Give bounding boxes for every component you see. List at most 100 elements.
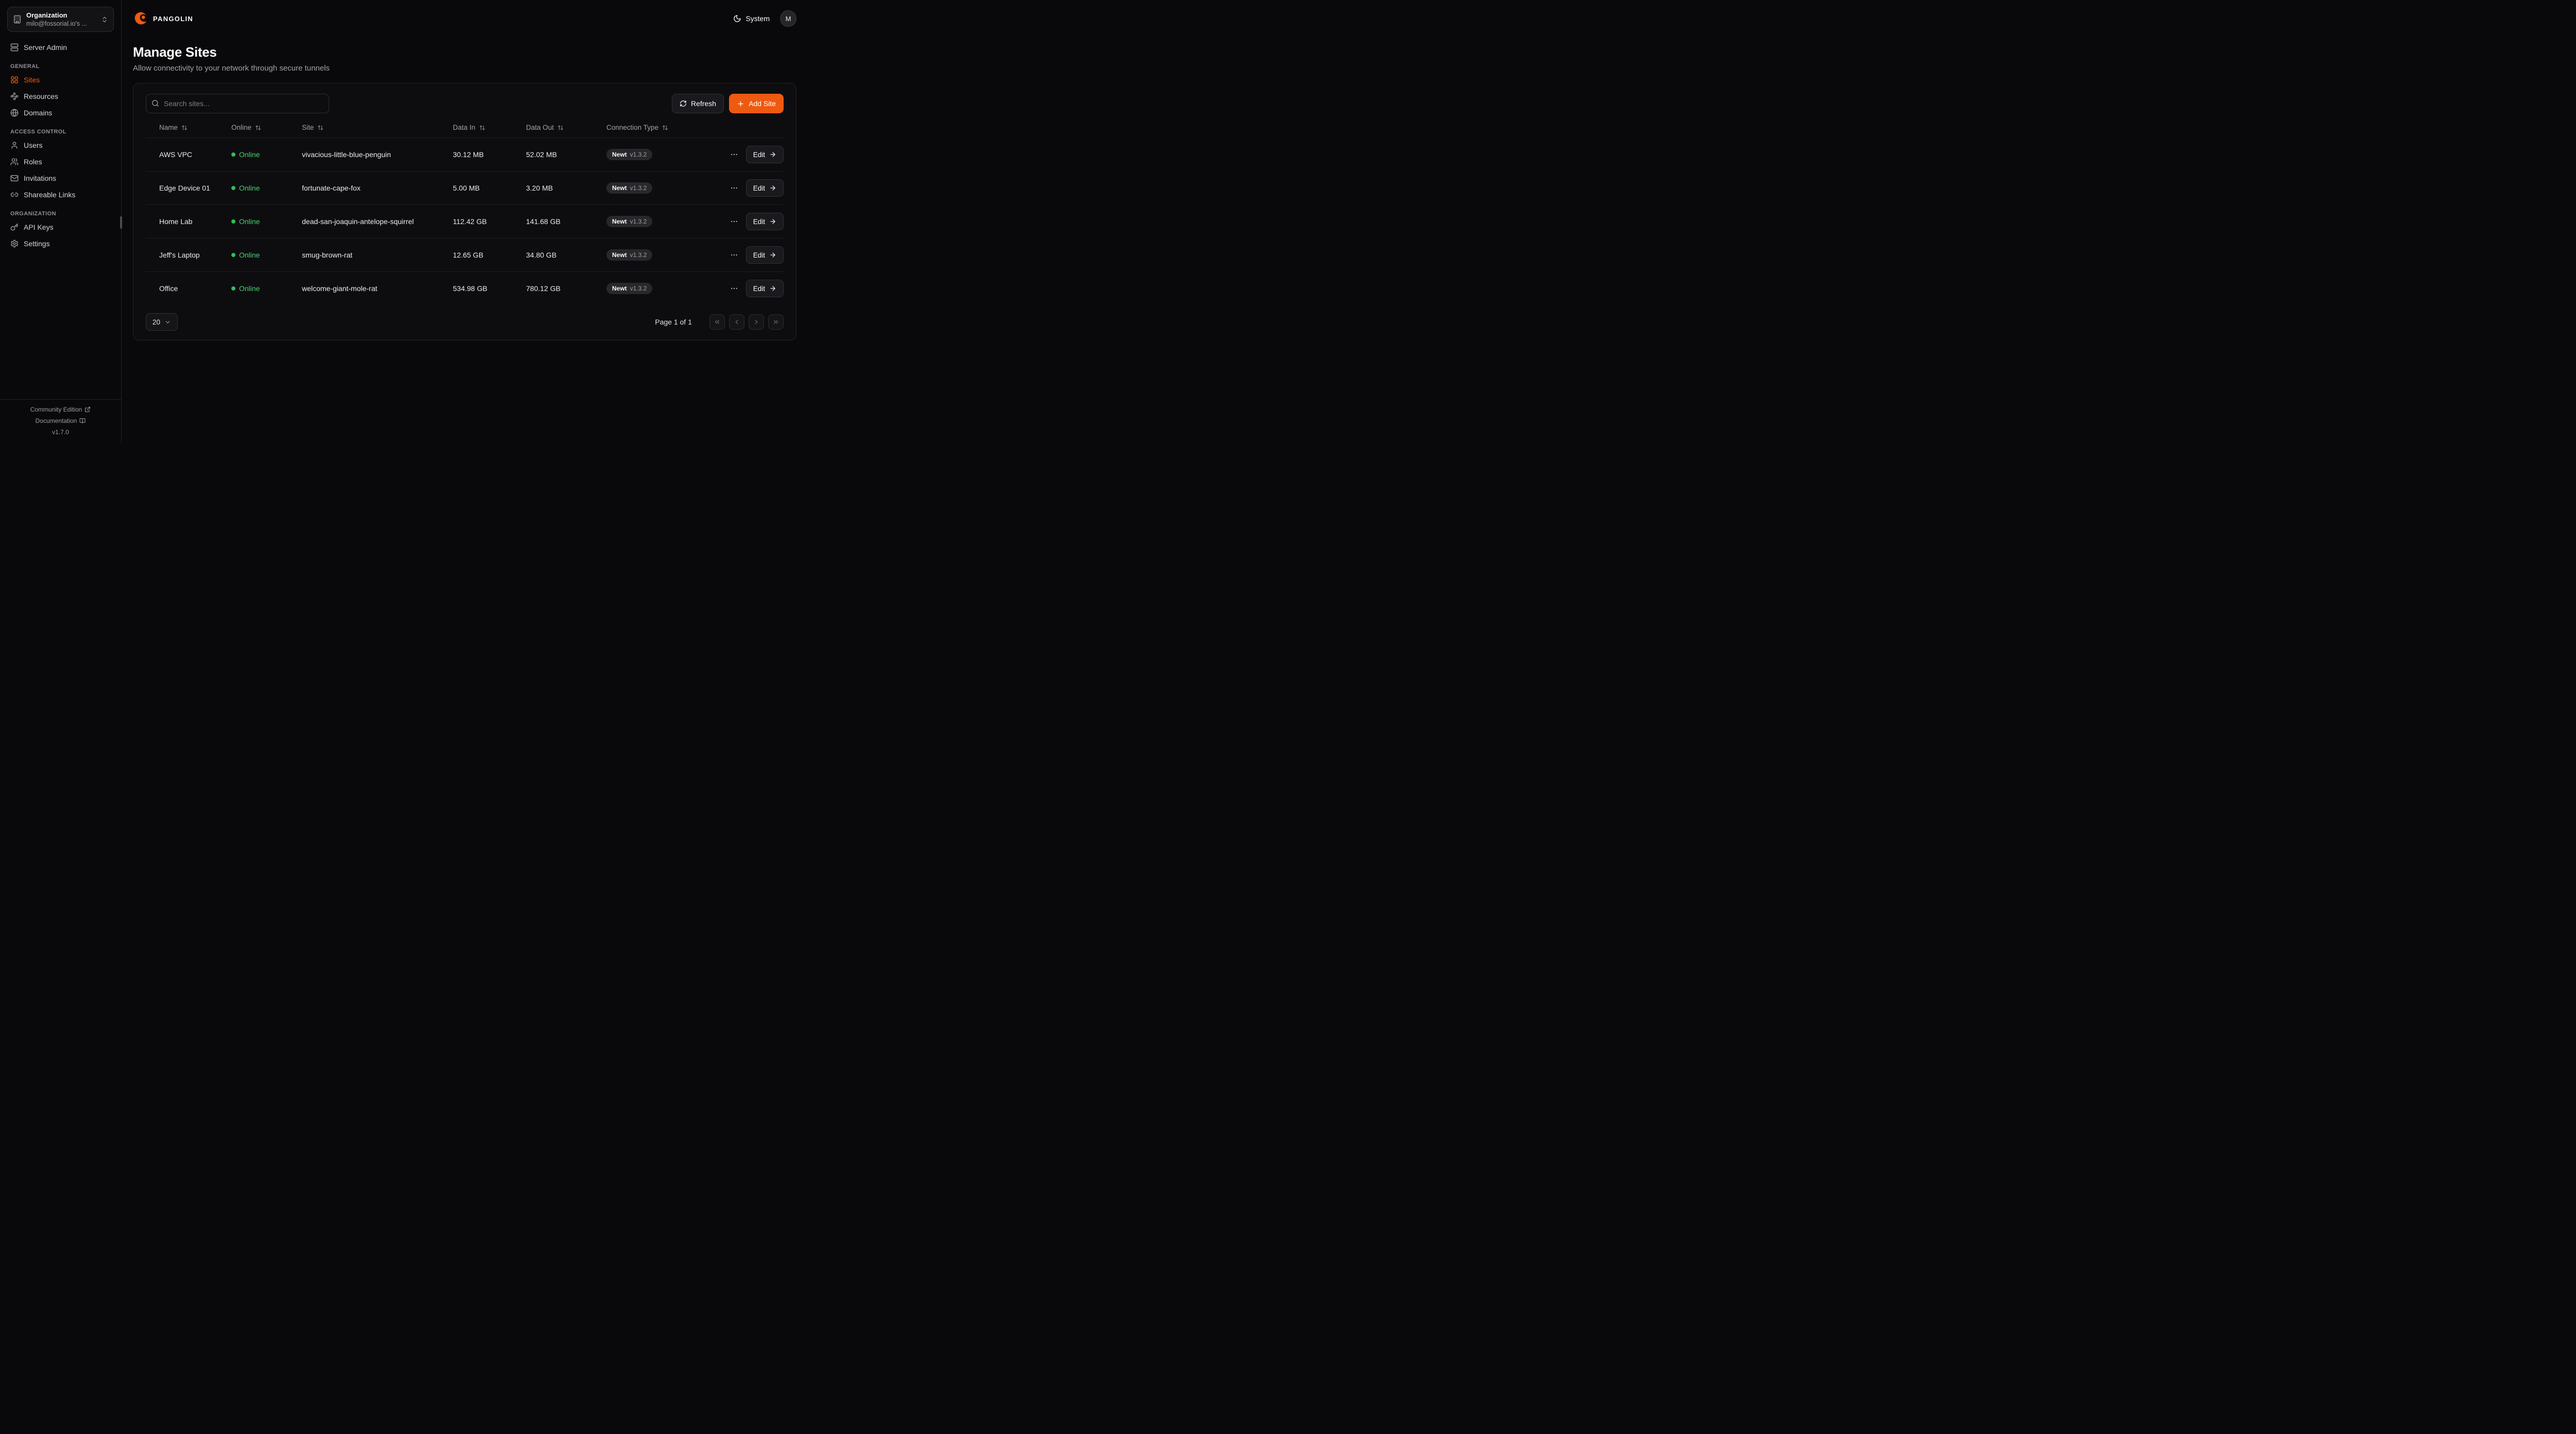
- arrow-right-icon: [769, 285, 776, 292]
- community-edition-link[interactable]: Community Edition: [30, 406, 91, 413]
- edit-label: Edit: [753, 284, 765, 293]
- plus-icon: [737, 100, 744, 108]
- connection-name: Newt: [612, 285, 627, 292]
- sites-card: Refresh Add Site Name Onl: [133, 83, 796, 340]
- sidebar-item-invitations[interactable]: Invitations: [7, 170, 114, 186]
- column-header-name[interactable]: Name: [159, 124, 231, 131]
- data-in-value: 30.12 MB: [453, 150, 484, 159]
- ellipsis-icon: [731, 254, 737, 256]
- column-header-data-in[interactable]: Data In: [453, 124, 526, 131]
- globe-icon: [10, 109, 19, 117]
- arrow-right-icon: [769, 151, 776, 158]
- user-avatar[interactable]: M: [780, 10, 796, 27]
- site-status: Online: [231, 284, 302, 293]
- sidebar-item-sites[interactable]: Sites: [7, 72, 114, 88]
- chevron-right-icon: [755, 319, 758, 325]
- theme-label: System: [745, 14, 770, 23]
- site-name: AWS VPC: [159, 150, 193, 159]
- row-menu-button[interactable]: [728, 182, 740, 194]
- sidebar-item-shareable-links[interactable]: Shareable Links: [7, 186, 114, 203]
- building-icon: [13, 15, 22, 24]
- org-switcher[interactable]: Organization milo@fossorial.io's ...: [7, 7, 114, 32]
- section-label-general: GENERAL: [10, 63, 40, 70]
- refresh-icon: [680, 100, 687, 107]
- edit-button[interactable]: Edit: [745, 179, 784, 197]
- column-header-connection-type[interactable]: Connection Type: [606, 124, 718, 131]
- edit-button[interactable]: Edit: [745, 280, 784, 297]
- search-icon: [151, 99, 159, 107]
- mail-icon: [10, 174, 19, 182]
- sidebar-item-label: Invitations: [24, 174, 57, 182]
- sidebar-footer: Community Edition Documentation v1.7.0: [0, 399, 121, 443]
- refresh-button[interactable]: Refresh: [672, 94, 724, 113]
- sidebar-item-settings[interactable]: Settings: [7, 235, 114, 252]
- table-header: Name Online Site Data In Data Out: [146, 121, 784, 138]
- site-name: Edge Device 01: [159, 184, 210, 192]
- first-page-button[interactable]: [709, 314, 725, 330]
- theme-toggle-button[interactable]: System: [733, 14, 770, 23]
- data-out-value: 3.20 MB: [526, 184, 553, 192]
- connection-version: v1.3.2: [630, 251, 647, 259]
- table-row: Edge Device 01 Online fortunate-cape-fox…: [146, 171, 784, 204]
- site-status: Online: [231, 251, 302, 259]
- edit-button[interactable]: Edit: [745, 146, 784, 163]
- edit-label: Edit: [753, 150, 765, 159]
- app-root: Organization milo@fossorial.io's ... Ser…: [0, 0, 808, 443]
- sidebar-resize-handle[interactable]: [120, 216, 122, 229]
- edit-button[interactable]: Edit: [745, 213, 784, 230]
- add-site-button[interactable]: Add Site: [729, 94, 784, 113]
- sort-icon: [662, 125, 668, 131]
- add-site-label: Add Site: [749, 99, 776, 108]
- sidebar-item-server-admin[interactable]: Server Admin: [7, 39, 114, 56]
- sidebar-item-label: Users: [24, 141, 43, 149]
- sidebar-item-domains[interactable]: Domains: [7, 105, 114, 121]
- column-header-site[interactable]: Site: [302, 124, 453, 131]
- sidebar-item-resources[interactable]: Resources: [7, 88, 114, 105]
- search-input[interactable]: [146, 94, 329, 113]
- row-menu-button[interactable]: [728, 282, 740, 295]
- page-size-select[interactable]: 20: [146, 313, 178, 331]
- column-header-data-out[interactable]: Data Out: [526, 124, 606, 131]
- row-menu-button[interactable]: [728, 148, 740, 161]
- site-name: Jeff's Laptop: [159, 251, 200, 259]
- section-label-access-control: ACCESS CONTROL: [10, 129, 66, 135]
- online-label: Online: [239, 251, 260, 259]
- connection-name: Newt: [612, 251, 627, 259]
- connection-version: v1.3.2: [630, 184, 647, 192]
- connection-type-badge: Newt v1.3.2: [606, 216, 653, 227]
- gear-icon: [10, 240, 19, 248]
- topbar-right: System M: [733, 10, 796, 27]
- sidebar-item-users[interactable]: Users: [7, 137, 114, 153]
- waypoints-icon: [10, 92, 19, 100]
- last-page-button[interactable]: [768, 314, 784, 330]
- connection-type-badge: Newt v1.3.2: [606, 149, 653, 160]
- row-menu-button[interactable]: [728, 215, 740, 228]
- documentation-link[interactable]: Documentation: [36, 417, 86, 424]
- prev-page-button[interactable]: [729, 314, 744, 330]
- org-switcher-label: Organization: [26, 11, 67, 19]
- connection-type-badge: Newt v1.3.2: [606, 249, 653, 261]
- row-menu-button[interactable]: [728, 249, 740, 261]
- connection-type-cell: Newt v1.3.2: [606, 283, 718, 294]
- site-status: Online: [231, 150, 302, 159]
- site-slug: fortunate-cape-fox: [302, 184, 361, 192]
- next-page-button[interactable]: [749, 314, 764, 330]
- column-label: Name: [159, 124, 178, 131]
- sidebar-item-api-keys[interactable]: API Keys: [7, 219, 114, 235]
- table-row: AWS VPC Online vivacious-little-blue-pen…: [146, 138, 784, 171]
- data-out-value: 780.12 GB: [526, 284, 561, 293]
- online-label: Online: [239, 150, 260, 159]
- server-icon: [10, 43, 19, 52]
- edit-button[interactable]: Edit: [745, 246, 784, 264]
- data-out-value: 34.80 GB: [526, 251, 557, 259]
- sidebar-item-label: Roles: [24, 158, 42, 166]
- connection-type-badge: Newt v1.3.2: [606, 283, 653, 294]
- version-label: v1.7.0: [52, 429, 69, 436]
- column-header-online[interactable]: Online: [231, 124, 302, 131]
- table-row: Jeff's Laptop Online smug-brown-rat 12.6…: [146, 238, 784, 271]
- pangolin-logo-icon: [133, 11, 148, 26]
- site-slug: vivacious-little-blue-penguin: [302, 150, 391, 159]
- sidebar-item-roles[interactable]: Roles: [7, 153, 114, 170]
- sidebar-item-label: Shareable Links: [24, 191, 76, 199]
- arrow-right-icon: [769, 251, 776, 259]
